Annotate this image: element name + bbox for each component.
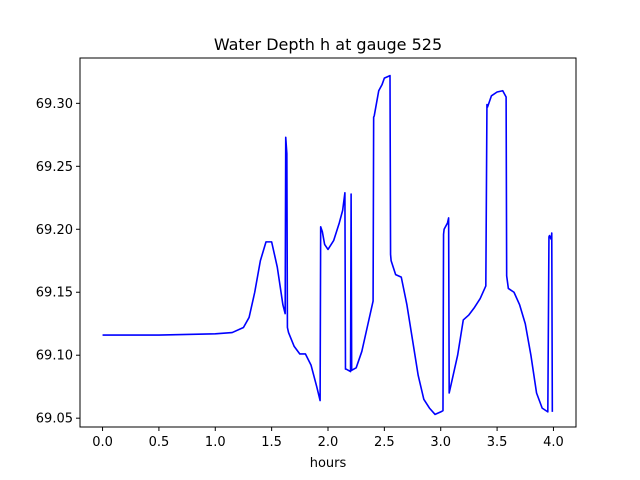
x-tick-label: 1.5: [261, 435, 282, 450]
x-tick-label: 3.0: [430, 435, 451, 450]
series-line-0: [102, 74, 554, 416]
y-tick-label: 69.05: [36, 412, 73, 427]
x-axis-label: hours: [310, 456, 347, 471]
y-axis-ticks: 69.05 69.10 69.15 69.20 69.25 69.30: [36, 97, 80, 427]
x-tick-label: 0.5: [149, 435, 170, 450]
x-axis-ticks: 0.0 0.5 1.0 1.5 2.0 2.5 3.0 3.5 4.0: [92, 427, 564, 450]
y-tick-label: 69.30: [36, 97, 73, 112]
chart-title: Water Depth h at gauge 525: [214, 35, 442, 54]
x-tick-label: 0.0: [92, 435, 113, 450]
y-tick-label: 69.20: [36, 223, 73, 238]
y-tick-label: 69.10: [36, 349, 73, 364]
x-tick-label: 4.0: [543, 435, 564, 450]
axes-frame: [79, 57, 577, 428]
plot-area: [102, 74, 554, 416]
x-tick-label: 2.0: [318, 435, 339, 450]
y-tick-label: 69.25: [36, 160, 73, 175]
x-tick-label: 3.5: [487, 435, 508, 450]
x-tick-label: 1.0: [205, 435, 226, 450]
y-tick-label: 69.15: [36, 286, 73, 301]
x-tick-label: 2.5: [374, 435, 395, 450]
